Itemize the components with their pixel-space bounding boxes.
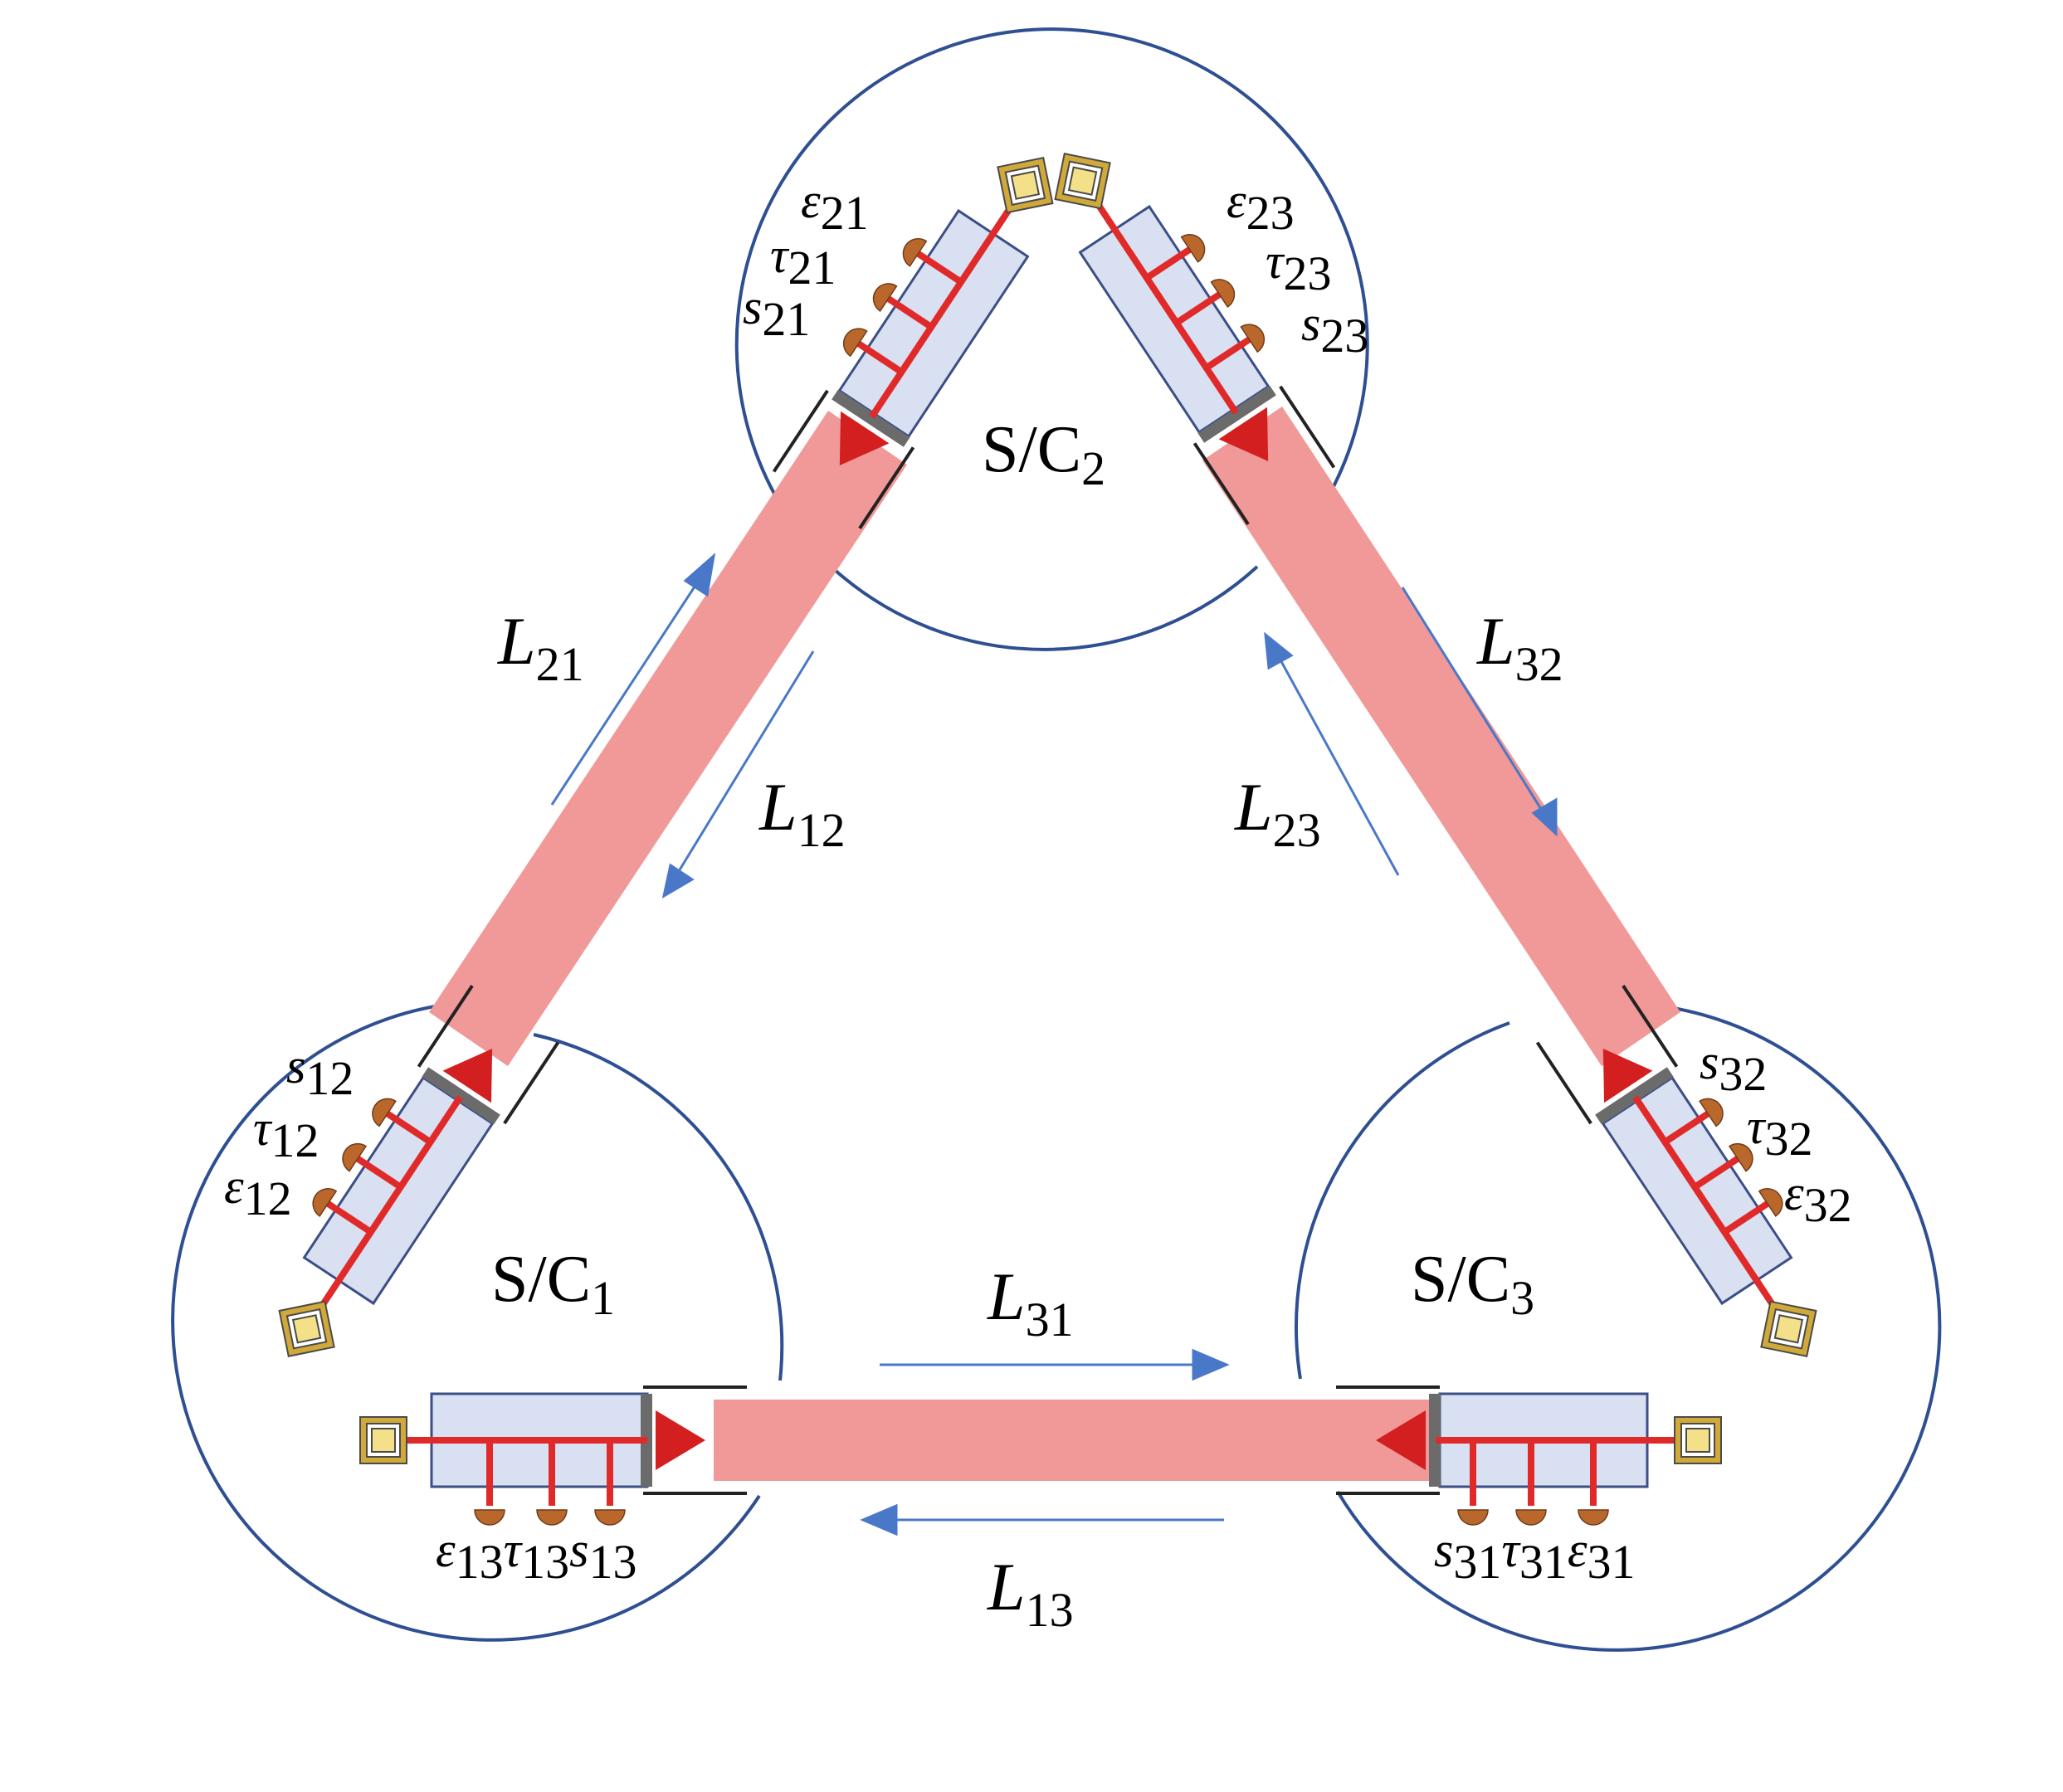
- link-label-L13: L13: [987, 1549, 1074, 1637]
- ifo-label-s21: s21: [743, 280, 810, 346]
- source-icon: [359, 1416, 407, 1464]
- sc1-top-bench: [278, 985, 560, 1357]
- link-label-L31: L31: [987, 1259, 1074, 1346]
- ifo-label-s23: s23: [1301, 296, 1368, 363]
- source-icon: [1054, 153, 1111, 210]
- ifo-label-tau21: τ21: [770, 228, 836, 295]
- ifo-label-tau32: τ32: [1747, 1099, 1812, 1166]
- ifo-label-tau12: τ12: [253, 1101, 319, 1167]
- link-label-L32: L32: [1476, 603, 1563, 691]
- ifo-label-epsilon21: ε21: [801, 173, 869, 240]
- sc3-label: S/C3: [1411, 1243, 1534, 1325]
- sc3-circle: [1336, 1001, 1942, 1652]
- link-label-L21: L21: [497, 603, 584, 691]
- sc3-top-bench: [1535, 985, 1817, 1357]
- laser-beams: [429, 407, 1680, 1481]
- ifo-label-sc1-bottom: ε13τ13s13: [436, 1522, 637, 1589]
- beam-sc1-sc2: [429, 411, 907, 1066]
- sc1-circle-right-arc: [533, 1033, 784, 1381]
- source-icon: [278, 1300, 335, 1357]
- sc3-circle-left-arc: [1294, 1021, 1510, 1380]
- ifo-label-epsilon12: ε12: [224, 1159, 292, 1225]
- sc2-label: S/C2: [982, 413, 1105, 495]
- sc2-right-bench: [1054, 153, 1336, 525]
- source-icon: [1674, 1416, 1722, 1464]
- ifo-label-s12: s12: [286, 1039, 354, 1105]
- spacecraft-circles: [171, 27, 1942, 1652]
- sc1-circle: [171, 1001, 761, 1642]
- ifo-label-s32: s32: [1700, 1035, 1767, 1101]
- link-label-L23: L23: [1234, 769, 1321, 857]
- sc3-bottom-bench: [1336, 1385, 1722, 1526]
- sc1-bottom-bench: [359, 1385, 747, 1526]
- ifo-label-epsilon32: ε32: [1784, 1166, 1852, 1232]
- beam-sc1-sc3: [714, 1400, 1452, 1481]
- direction-arrows: [550, 553, 1558, 1536]
- source-icon: [997, 157, 1054, 214]
- sc2-circle: [734, 27, 1369, 494]
- ifo-label-epsilon23: ε23: [1227, 173, 1295, 240]
- sc1-label: S/C1: [491, 1243, 615, 1325]
- source-icon: [1760, 1300, 1817, 1357]
- ifo-label-sc3-bottom: s31τ31ε31: [1434, 1522, 1636, 1589]
- ifo-label-tau23: τ23: [1266, 234, 1331, 300]
- sc2-left-bench: [772, 157, 1054, 529]
- sc2-circle-lower-arc: [833, 565, 1259, 651]
- beam-sc2-sc3: [1202, 407, 1680, 1066]
- link-label-L12: L12: [758, 769, 846, 857]
